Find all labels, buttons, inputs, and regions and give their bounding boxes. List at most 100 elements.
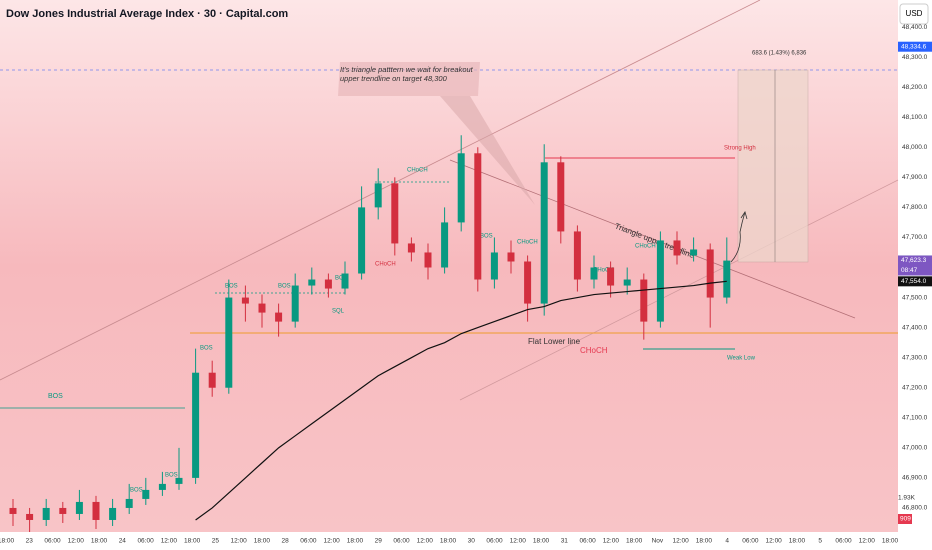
candle-body	[524, 261, 532, 304]
x-tick-label: 31	[561, 538, 569, 545]
candle-body	[175, 477, 183, 484]
candle-body	[258, 303, 266, 313]
candle-body	[225, 297, 233, 388]
note-text: It's triangle patttern we wait for break…	[340, 65, 473, 83]
candle-body	[59, 507, 67, 514]
y-tick-label: 47,100.0	[902, 415, 928, 422]
marker: BOS	[200, 346, 213, 352]
x-tick-label: 12:00	[230, 538, 247, 545]
candle-body	[507, 252, 515, 262]
candle-body	[275, 312, 283, 322]
candle-body	[158, 483, 166, 490]
marker: BOS	[278, 284, 291, 290]
currency[interactable]: USD	[906, 9, 923, 18]
annotation: Strong High	[724, 146, 756, 152]
x-tick-label: 12:00	[766, 538, 783, 545]
x-tick-label: 06:00	[300, 538, 317, 545]
y-tick-label: 46,900.0	[902, 475, 928, 482]
price-tag	[898, 276, 932, 287]
y-tick-label: 48,100.0	[902, 114, 928, 121]
arrow-head	[740, 211, 748, 220]
moving-average	[195, 280, 727, 521]
y-tick-label: 47,200.0	[902, 384, 928, 391]
x-tick-label: 18:00	[91, 538, 108, 545]
price-tag-label: 48,334.6	[901, 43, 927, 50]
candle-body	[441, 222, 449, 268]
y-tick-label: 48,200.0	[902, 84, 928, 91]
candle-body	[457, 153, 465, 223]
candle-body	[75, 501, 83, 514]
candle-body	[324, 279, 332, 289]
note-pointer	[440, 96, 535, 205]
volume-label: 1.93K	[898, 495, 916, 502]
candle-body	[9, 507, 17, 514]
marker: BOS	[335, 276, 348, 282]
countdown-tag	[898, 265, 932, 276]
x-tick-label: 18:00	[696, 538, 713, 545]
x-tick-label: 06:00	[44, 538, 61, 545]
x-tick-label: 4	[725, 538, 729, 545]
marker: BOS	[480, 234, 493, 240]
marker: BOS	[165, 473, 178, 479]
marker: BOS	[225, 284, 238, 290]
x-tick-label: 12:00	[68, 538, 85, 545]
y-tick-label: 47,500.0	[902, 294, 928, 301]
y-tick-label: 47,400.0	[902, 324, 928, 331]
candle-body	[474, 153, 482, 280]
annotation: 683.6 (1.43%) 6,836	[752, 51, 807, 57]
x-tick-label: 24	[119, 538, 127, 545]
candle-body	[308, 279, 316, 286]
annotation: Flat Lower line	[528, 337, 581, 346]
x-tick-label: 06:00	[393, 538, 410, 545]
time-axis	[0, 532, 898, 550]
candle-body	[623, 279, 631, 286]
target-box	[737, 69, 809, 263]
x-tick-label: 12:00	[859, 538, 876, 545]
x-tick-label: 18:00	[254, 538, 271, 545]
candle-body	[358, 207, 366, 274]
candle-body	[374, 183, 382, 208]
y-tick-label: 48,000.0	[902, 144, 928, 151]
candle-body	[391, 183, 399, 244]
candle-body	[291, 285, 299, 322]
x-tick-label: 12:00	[603, 538, 620, 545]
candle-body	[26, 513, 34, 520]
currency-button[interactable]	[899, 3, 929, 25]
x-tick-label: 06:00	[486, 538, 503, 545]
x-tick-label: 25	[212, 538, 220, 545]
candle-body	[573, 231, 581, 280]
candle-body	[557, 162, 565, 232]
y-tick-label: 48,300.0	[902, 54, 928, 61]
price-tag	[898, 255, 932, 266]
candle-body	[92, 501, 100, 520]
x-tick-label: 23	[26, 538, 34, 545]
y-tick-label: 47,700.0	[902, 234, 928, 241]
x-tick-label: 30	[468, 538, 476, 545]
candle-body	[640, 279, 648, 322]
breakout-arrow	[730, 211, 746, 263]
candle-body	[142, 489, 150, 499]
x-tick-label: 12:00	[672, 538, 689, 545]
candle-body	[208, 372, 216, 388]
x-tick-label: 18:00	[533, 538, 550, 545]
x-tick-label: 5	[818, 538, 822, 545]
x-tick-label: 18:00	[626, 538, 643, 545]
marker: BOS	[130, 488, 143, 494]
x-tick-label: 29	[375, 538, 383, 545]
price-tag-label: 47,554.0	[901, 278, 927, 285]
x-tick-label: 12:00	[324, 538, 341, 545]
x-tick-label: 06:00	[742, 538, 759, 545]
candle-body	[590, 267, 598, 280]
y-tick-label: 48,400.0	[902, 24, 928, 31]
candle-body	[424, 252, 432, 268]
x-tick-label: 06:00	[579, 538, 596, 545]
candle-body	[706, 249, 714, 298]
marker: CHoCH	[407, 168, 428, 174]
candle-body	[673, 240, 681, 256]
y-tick-label: 47,900.0	[902, 174, 928, 181]
candle-body	[656, 240, 664, 322]
candle-body	[341, 273, 349, 289]
x-tick-label: 18:00	[882, 538, 899, 545]
x-tick-label: 18:00	[0, 538, 15, 545]
